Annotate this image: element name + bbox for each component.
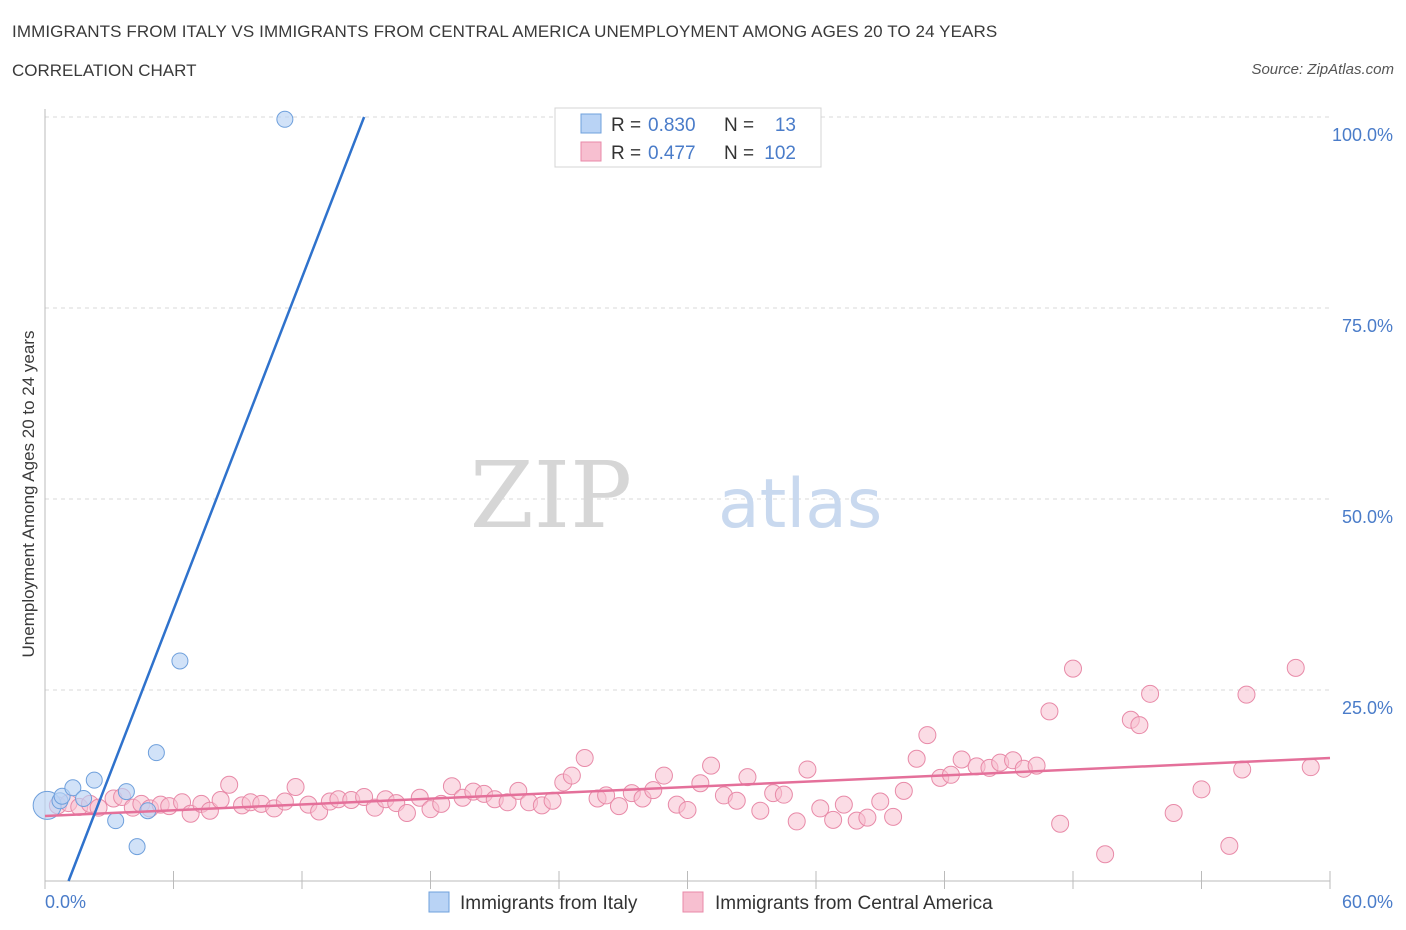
point-central-america	[220, 775, 239, 794]
y-axis-label: Unemployment Among Ages 20 to 24 years	[19, 331, 38, 658]
point-central-america	[858, 808, 877, 827]
point-central-america	[834, 795, 853, 814]
point-central-america	[871, 792, 890, 811]
legend-swatch-central-america	[682, 891, 704, 913]
point-central-america	[738, 768, 757, 787]
point-central-america	[1164, 804, 1183, 823]
point-central-america	[884, 807, 903, 826]
stats-r-label-italy: R =	[611, 115, 641, 136]
stats-legend: R = 0.830 N = 13 R = 0.477 N = 102	[554, 107, 822, 168]
series-legend: Immigrants from Italy Immigrants from Ce…	[428, 891, 993, 914]
point-italy	[117, 783, 135, 801]
x-tick-label-min: 0.0%	[45, 892, 86, 912]
axes	[44, 109, 1331, 889]
point-central-america	[200, 801, 219, 820]
y-tick-label: 75.0%	[1342, 316, 1393, 336]
point-central-america	[275, 792, 294, 811]
point-central-america	[1096, 845, 1115, 864]
point-central-america	[952, 750, 971, 769]
point-italy	[64, 779, 82, 797]
point-central-america	[727, 791, 746, 810]
point-central-america	[702, 756, 721, 775]
point-italy	[85, 771, 103, 789]
chart-subtitle: CORRELATION CHART	[12, 61, 197, 80]
point-italy	[75, 789, 93, 807]
legend-label-italy: Immigrants from Italy	[460, 893, 638, 914]
point-central-america	[654, 766, 673, 785]
trend-lines	[44, 116, 1331, 882]
point-central-america	[1237, 685, 1256, 704]
point-central-america	[1051, 814, 1070, 833]
stats-n-value-central-america: 102	[764, 143, 796, 164]
point-central-america	[918, 726, 937, 745]
point-central-america	[286, 778, 305, 797]
point-central-america	[442, 777, 461, 796]
stats-n-label-central-america: N =	[724, 143, 754, 164]
trendline-central-america	[44, 756, 1331, 818]
point-central-america	[774, 785, 793, 804]
point-central-america	[1064, 659, 1082, 678]
point-central-america	[678, 800, 697, 819]
point-central-america	[907, 749, 926, 768]
stats-r-label-central-america: R =	[611, 143, 641, 164]
grid-lines	[45, 116, 1330, 691]
stats-swatch-central-america	[580, 141, 602, 162]
point-italy	[171, 652, 189, 670]
series-italy-points	[32, 110, 294, 856]
point-italy	[147, 744, 165, 762]
point-central-america	[211, 791, 230, 810]
y-tick-label: 100.0%	[1332, 125, 1393, 145]
point-central-america	[543, 791, 562, 810]
y-tick-labels: 25.0% 50.0% 75.0% 100.0%	[1332, 125, 1393, 718]
watermark-zip: ZIP	[470, 442, 632, 549]
point-central-america	[894, 781, 913, 800]
point-central-america	[1040, 702, 1059, 721]
point-central-america	[1233, 760, 1252, 779]
legend-swatch-italy	[428, 891, 450, 913]
point-central-america	[798, 760, 817, 779]
stats-r-value-italy: 0.830	[648, 115, 696, 136]
legend-label-central-america: Immigrants from Central America	[715, 893, 993, 914]
stats-n-value-italy: 13	[775, 115, 796, 136]
point-central-america	[1220, 836, 1239, 855]
stats-swatch-italy	[580, 113, 602, 134]
point-italy	[276, 110, 294, 128]
y-tick-label: 25.0%	[1342, 698, 1393, 718]
point-central-america	[397, 804, 416, 823]
stats-n-label-italy: N =	[724, 115, 754, 136]
point-central-america	[1286, 658, 1305, 677]
point-central-america	[498, 793, 517, 812]
source-label: Source: ZipAtlas.com	[1251, 61, 1394, 78]
point-central-america	[575, 748, 594, 767]
point-italy	[107, 812, 125, 830]
point-central-america	[1192, 780, 1211, 799]
trendline-italy	[67, 116, 366, 882]
point-central-america	[691, 774, 710, 793]
x-tick-labels: 0.0% 60.0%	[45, 892, 1393, 912]
point-central-america	[787, 812, 806, 831]
watermark: ZIP atlas	[470, 442, 883, 549]
point-central-america	[562, 766, 581, 785]
y-tick-label: 50.0%	[1342, 507, 1393, 527]
point-central-america	[1301, 758, 1320, 777]
point-central-america	[1141, 684, 1160, 703]
point-central-america	[751, 801, 770, 820]
watermark-atlas: atlas	[718, 465, 882, 544]
point-central-america	[824, 810, 843, 829]
chart-title: IMMIGRANTS FROM ITALY VS IMMIGRANTS FROM…	[12, 22, 998, 41]
stats-r-value-central-america: 0.477	[648, 143, 696, 164]
point-central-america	[811, 799, 830, 818]
point-central-america	[609, 797, 628, 816]
x-tick-label-max: 60.0%	[1342, 892, 1393, 912]
point-italy	[128, 838, 146, 856]
point-central-america	[1130, 716, 1149, 735]
